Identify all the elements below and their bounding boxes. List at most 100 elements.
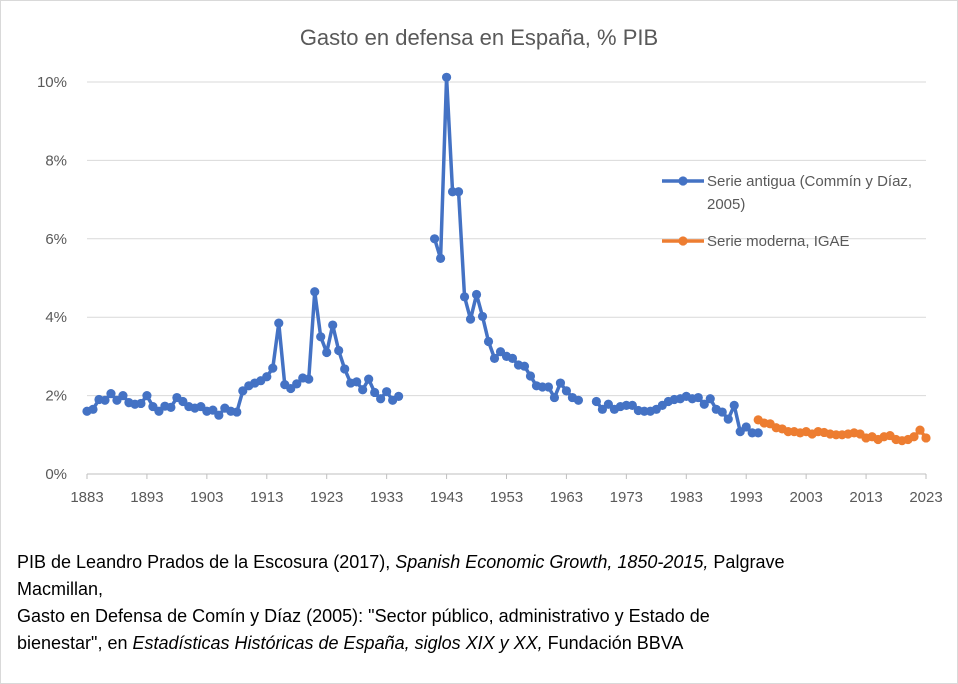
series-1 [82,72,763,438]
y-tick-label: 10% [37,74,67,91]
source-book-title: Estadísticas Históricas de España, siglo… [132,633,543,653]
x-tick-label: 1923 [310,489,343,506]
data-point [699,399,709,409]
data-point [915,425,925,435]
data-point [292,379,302,389]
data-point [394,391,404,401]
data-point [519,361,530,371]
data-point [705,394,715,404]
data-point [304,374,314,384]
series-layer [82,72,931,446]
data-point [543,382,554,392]
data-point [316,332,326,342]
data-point [627,400,637,410]
x-tick-label: 1973 [610,489,643,506]
data-point [370,387,380,398]
x-tick-label: 1903 [190,489,223,506]
data-point [106,389,116,399]
data-point [136,398,146,409]
data-point [717,407,727,417]
data-point [603,399,613,409]
legend-swatch-marker [678,176,688,186]
x-tick-label: 1913 [250,489,283,506]
data-point [166,402,176,412]
legend-label: Serie moderna, IGAE [707,233,850,250]
legend-item: Serie antigua (Commín y Díaz, 2005) [662,173,912,213]
data-point [693,392,703,403]
data-point [909,432,919,442]
data-point [382,387,392,397]
source-text: bienestar", en [17,633,133,653]
data-point [232,407,242,417]
data-point [274,318,284,328]
x-tick-label: 1983 [670,489,703,506]
data-point [214,410,224,420]
data-point [921,433,931,443]
source-line-2: Macmillan, [17,579,104,599]
line-chart: Gasto en defensa en España, % PIB 0% 2% 4%… [37,25,943,506]
data-point [729,400,739,410]
data-point [118,391,128,401]
data-point [328,320,338,330]
data-point [573,395,584,405]
data-point [741,422,751,432]
data-point [723,414,733,424]
data-point [561,386,572,396]
source-book-title: Spanish Economic Growth, 1850-2015, [395,552,709,572]
legend-label: Serie antigua (Commín y Díaz, [707,173,912,190]
data-point [483,336,494,347]
data-point [100,395,110,405]
series-2 [753,415,931,446]
y-tick-label: 2% [45,388,67,405]
data-point [453,187,464,197]
data-point [322,347,332,358]
x-tick-label: 1963 [550,489,583,506]
data-point [525,371,536,381]
data-point [178,396,188,407]
data-point [549,392,560,403]
data-point [477,311,488,322]
x-tick-label: 2023 [909,489,942,506]
data-point [310,287,320,297]
y-tick-label: 0% [45,466,67,483]
data-point [591,396,601,407]
data-point [142,391,152,401]
data-point [364,374,374,384]
data-point [340,364,350,374]
data-point [88,404,98,414]
source-line-1: PIB de Leandro Prados de la Escosura (20… [17,549,937,576]
data-point [208,405,218,415]
y-axis-ticks: 0% 2% 4% 6% 8% 10% [37,74,67,483]
data-point [597,404,607,414]
x-tick-label: 1993 [730,489,763,506]
source-note: PIB de Leandro Prados de la Escosura (20… [17,549,937,657]
legend-item: Serie moderna, IGAE [662,233,850,250]
data-point [435,253,446,263]
x-tick-label: 1943 [430,489,463,506]
data-point [507,353,518,363]
data-point [429,234,440,244]
y-tick-label: 6% [45,231,67,248]
data-point [441,72,452,82]
source-line-4: bienestar", en Estadísticas Históricas d… [17,630,937,657]
chart-title: Gasto en defensa en España, % PIB [300,25,658,50]
gridlines [87,81,926,397]
source-text: PIB de Leandro Prados de la Escosura (20… [17,552,396,572]
data-point [489,353,500,363]
x-tick-label: 2013 [849,489,882,506]
data-point [238,386,248,396]
data-point [465,314,476,324]
data-point [358,385,368,395]
source-line-3: Gasto en Defensa de Comín y Díaz (2005):… [17,606,710,626]
data-point [268,363,278,373]
x-tick-label: 1883 [70,489,103,506]
data-point [262,372,272,382]
legend-swatch-marker [678,236,688,246]
source-text: Palgrave [708,552,785,572]
data-point [352,377,362,387]
legend: Serie antigua (Commín y Díaz,2005)Serie … [662,173,912,250]
x-tick-label: 1953 [490,489,523,506]
data-point [459,292,470,302]
data-point [471,289,482,300]
